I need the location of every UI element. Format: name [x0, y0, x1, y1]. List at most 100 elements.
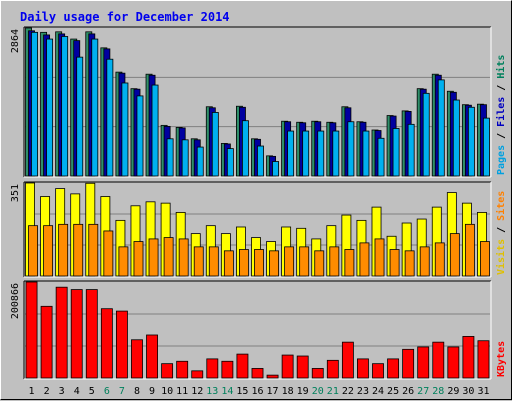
bar-kbytes-day-8: [131, 339, 143, 379]
bar-sites-day-26: [404, 250, 415, 277]
bar-pages-day-14: [226, 148, 234, 177]
panel-legend: Pages / Files / Hits: [495, 55, 507, 175]
panel-pages_files_hits: 2864 Pages / Files / Hits: [10, 26, 507, 178]
x-axis-labels: 1 2 3 4 5 6 7 8 9 10 11 12 13 14 15 16 17 18 19 20 21 22 23 24 2…: [29, 386, 490, 397]
x-tick-label-24: 24: [372, 386, 384, 397]
bar-kbytes-day-3: [55, 286, 68, 379]
bar-sites-day-11: [178, 238, 189, 277]
bar-sites-day-29: [449, 233, 460, 277]
bar-sites-day-17: [269, 250, 279, 277]
x-tick-label-18: 18: [282, 386, 294, 397]
legend-hits: Hits: [495, 55, 507, 79]
bar-kbytes-day-4: [70, 289, 83, 379]
bar-sites-day-19: [299, 246, 310, 277]
legend-files: Files: [495, 97, 507, 127]
x-tick-label-2: 2: [44, 386, 50, 397]
legend-separator: /: [496, 127, 507, 145]
bar-kbytes-day-17: [266, 374, 279, 379]
bar-kbytes-day-6: [100, 308, 113, 379]
bar-sites-day-15: [239, 249, 249, 277]
bar-kbytes-day-13: [206, 358, 219, 379]
x-tick-label-22: 22: [342, 386, 354, 397]
bar-pages-day-17: [272, 161, 279, 177]
x-tick-label-29: 29: [447, 386, 459, 397]
bar-sites-day-13: [208, 246, 219, 277]
bar-sites-day-9: [148, 238, 159, 277]
bar-kbytes-day-27: [417, 346, 430, 379]
legend-pages: Pages: [496, 145, 507, 175]
x-tick-label-4: 4: [74, 386, 80, 397]
x-tick-label-13: 13: [206, 386, 218, 397]
bar-sites-day-28: [434, 242, 445, 277]
bar-kbytes-day-18: [281, 354, 294, 379]
legend-separator: /: [496, 79, 507, 97]
bar-pages-day-6: [106, 58, 114, 177]
bar-kbytes-day-10: [161, 363, 174, 379]
bar-kbytes-day-9: [146, 334, 158, 379]
bar-kbytes-day-20: [311, 368, 324, 379]
bar-sites-day-16: [254, 249, 264, 277]
bar-kbytes-day-21: [326, 359, 339, 379]
bar-sites-day-3: [58, 223, 69, 277]
bar-pages-day-10: [166, 138, 174, 177]
x-tick-label-21: 21: [327, 386, 339, 397]
y-max-label: 2864: [10, 29, 21, 53]
x-tick-label-6: 6: [104, 386, 110, 397]
x-tick-label-16: 16: [251, 386, 263, 397]
bar-pages-day-27: [422, 92, 430, 177]
bar-kbytes-day-31: [477, 340, 490, 379]
x-tick-label-12: 12: [191, 386, 203, 397]
bar-pages-day-13: [211, 112, 219, 177]
bar-pages-day-11: [181, 139, 189, 177]
bar-pages-day-26: [407, 123, 415, 177]
panel-visits_sites: 351 Visits / Sites: [10, 181, 507, 278]
bar-pages-day-20: [317, 130, 325, 177]
bar-pages-day-25: [392, 128, 400, 177]
bar-pages-day-15: [242, 120, 249, 177]
x-tick-label-7: 7: [119, 386, 125, 397]
bar-kbytes-day-14: [221, 360, 234, 379]
bar-kbytes-day-25: [387, 358, 400, 379]
bar-kbytes-day-15: [236, 353, 249, 379]
bar-sites-day-25: [389, 249, 400, 277]
y-max-label: 200866: [10, 283, 21, 319]
bar-sites-day-2: [43, 225, 54, 277]
bar-pages-day-21: [332, 130, 340, 177]
bar-pages-day-18: [287, 130, 295, 177]
chart-title: Daily usage for December 2014: [20, 10, 230, 24]
bar-pages-day-23: [362, 130, 370, 177]
bar-pages-day-29: [452, 99, 460, 177]
bar-kbytes-day-24: [372, 363, 384, 379]
bar-sites-day-31: [480, 241, 490, 277]
panel-legend: Visits / Sites: [495, 191, 507, 275]
bar-sites-day-23: [359, 242, 370, 277]
x-tick-label-3: 3: [59, 386, 65, 397]
x-tick-label-23: 23: [357, 386, 369, 397]
x-tick-label-9: 9: [149, 386, 155, 397]
bar-sites-day-5: [88, 223, 99, 277]
x-tick-label-31: 31: [477, 386, 489, 397]
bar-sites-day-7: [118, 246, 129, 277]
legend-sites: Sites: [495, 191, 507, 221]
x-tick-label-11: 11: [176, 386, 188, 397]
bar-kbytes-day-29: [447, 346, 460, 379]
bar-kbytes-day-12: [191, 370, 204, 379]
bar-sites-day-18: [284, 246, 295, 277]
bar-sites-day-12: [193, 246, 204, 277]
bar-sites-day-4: [73, 223, 84, 277]
chart-panels: 2864 Pages / Files / Hits 351 Visits / Site…: [10, 26, 507, 380]
x-tick-label-15: 15: [236, 386, 248, 397]
bar-pages-day-4: [76, 56, 84, 177]
bar-kbytes-day-26: [402, 348, 415, 379]
x-tick-label-28: 28: [432, 386, 444, 397]
bar-sites-day-30: [464, 223, 475, 277]
bar-pages-day-16: [257, 145, 264, 177]
bar-pages-day-2: [46, 38, 54, 177]
x-tick-label-1: 1: [29, 386, 35, 397]
bar-pages-day-12: [196, 146, 204, 177]
bar-kbytes-day-7: [115, 310, 128, 379]
bar-sites-day-6: [103, 230, 114, 277]
bar-pages-day-1: [31, 31, 38, 177]
x-tick-label-26: 26: [402, 386, 414, 397]
